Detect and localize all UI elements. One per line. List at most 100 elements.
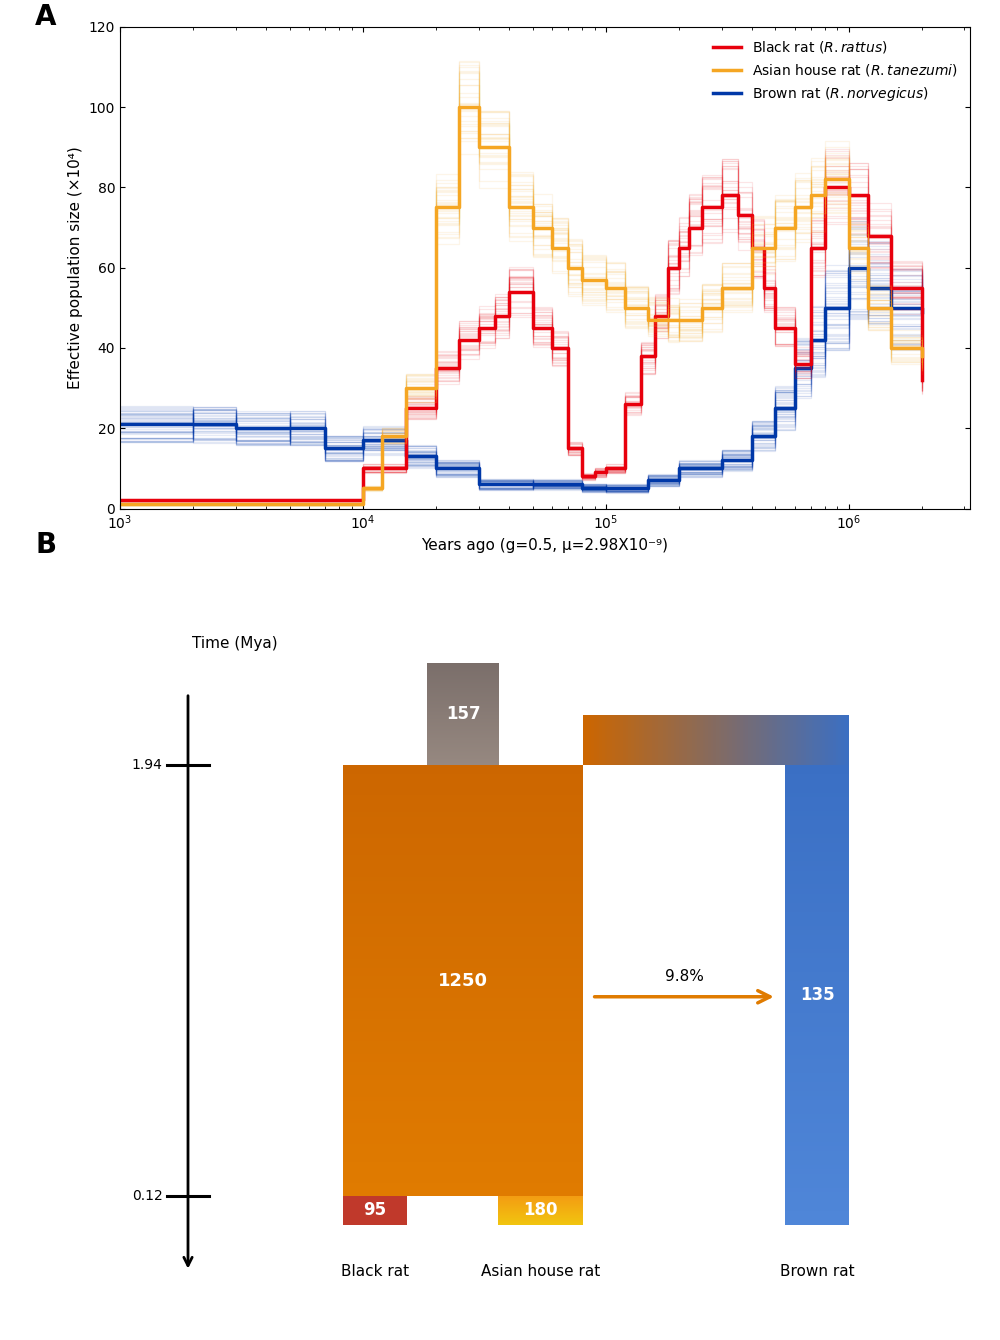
Bar <box>343 791 583 795</box>
Bar <box>785 972 849 977</box>
Bar <box>796 716 798 765</box>
Bar <box>785 907 849 913</box>
Bar <box>343 864 583 868</box>
Bar <box>586 716 589 765</box>
Bar <box>785 1197 849 1202</box>
Bar <box>610 716 612 765</box>
Bar <box>343 1092 583 1097</box>
Bar <box>764 716 767 765</box>
Bar <box>785 856 849 862</box>
Text: Asian house rat: Asian house rat <box>481 1264 600 1278</box>
Bar <box>626 716 628 765</box>
Bar <box>343 903 583 907</box>
Bar <box>343 998 583 1002</box>
Bar <box>343 1097 583 1101</box>
Bar <box>785 1123 849 1128</box>
Bar <box>785 801 849 807</box>
Bar <box>785 784 849 788</box>
Bar <box>833 716 836 765</box>
Bar <box>713 716 716 765</box>
Bar <box>785 820 849 824</box>
Bar <box>612 716 615 765</box>
Bar <box>785 1110 849 1115</box>
Bar <box>785 833 849 839</box>
Bar <box>785 913 849 917</box>
Bar <box>785 1100 849 1105</box>
Bar <box>663 716 666 765</box>
Bar <box>343 1010 583 1014</box>
Text: 1250: 1250 <box>438 972 488 989</box>
Bar <box>343 851 583 855</box>
Bar <box>343 1020 583 1024</box>
Bar <box>343 1158 583 1162</box>
Text: Time (Mya): Time (Mya) <box>192 636 278 651</box>
Y-axis label: Effective population size (×10⁴): Effective population size (×10⁴) <box>68 146 83 389</box>
Bar <box>785 1055 849 1059</box>
Text: Black rat: Black rat <box>341 1264 409 1278</box>
Bar <box>740 716 743 765</box>
Text: Brown rat: Brown rat <box>780 1264 854 1278</box>
Text: A: A <box>35 3 56 31</box>
Bar <box>785 839 849 843</box>
Bar <box>597 716 599 765</box>
Bar <box>343 989 583 993</box>
Bar <box>599 716 602 765</box>
Bar <box>785 1106 849 1110</box>
Bar <box>343 833 583 839</box>
Bar <box>785 953 849 958</box>
Bar <box>343 967 583 972</box>
Bar <box>602 716 604 765</box>
Bar <box>631 716 634 765</box>
Bar <box>658 716 660 765</box>
Bar <box>785 1128 849 1132</box>
Text: B: B <box>35 531 56 559</box>
Bar <box>343 1106 583 1110</box>
Bar <box>785 765 849 769</box>
Bar <box>785 888 849 894</box>
Bar <box>785 1013 849 1018</box>
X-axis label: Years ago (g=0.5, μ=2.98X10⁻⁹): Years ago (g=0.5, μ=2.98X10⁻⁹) <box>422 537 668 552</box>
Bar <box>618 716 620 765</box>
Bar <box>700 716 703 765</box>
Bar <box>343 795 583 800</box>
Bar <box>785 1206 849 1211</box>
Bar <box>642 716 644 765</box>
Bar <box>785 1091 849 1096</box>
Bar <box>692 716 695 765</box>
Bar <box>777 716 780 765</box>
Bar <box>343 985 583 989</box>
Bar <box>785 1073 849 1077</box>
Bar <box>660 716 663 765</box>
Text: 0.12: 0.12 <box>132 1189 162 1203</box>
Bar <box>623 716 626 765</box>
Bar <box>745 716 748 765</box>
Bar <box>785 977 849 981</box>
Bar <box>785 921 849 926</box>
Bar <box>785 967 849 972</box>
Bar <box>785 926 849 930</box>
Bar <box>343 1123 583 1127</box>
Bar <box>785 1018 849 1022</box>
Bar <box>785 1187 849 1193</box>
Bar <box>785 1155 849 1160</box>
Bar <box>343 942 583 946</box>
Bar <box>814 716 817 765</box>
Bar <box>343 1032 583 1037</box>
Bar <box>697 716 700 765</box>
Bar <box>785 811 849 816</box>
Bar <box>343 787 583 791</box>
Bar <box>785 769 849 775</box>
Bar <box>343 921 583 925</box>
Bar <box>343 855 583 860</box>
Bar <box>711 716 713 765</box>
Bar <box>785 1174 849 1179</box>
Bar <box>785 1202 849 1206</box>
Bar <box>724 716 727 765</box>
Bar <box>604 716 607 765</box>
Bar <box>343 1166 583 1170</box>
Bar <box>785 898 849 903</box>
Bar <box>343 993 583 998</box>
Bar <box>343 899 583 903</box>
Bar <box>785 1041 849 1045</box>
Bar <box>343 963 583 967</box>
